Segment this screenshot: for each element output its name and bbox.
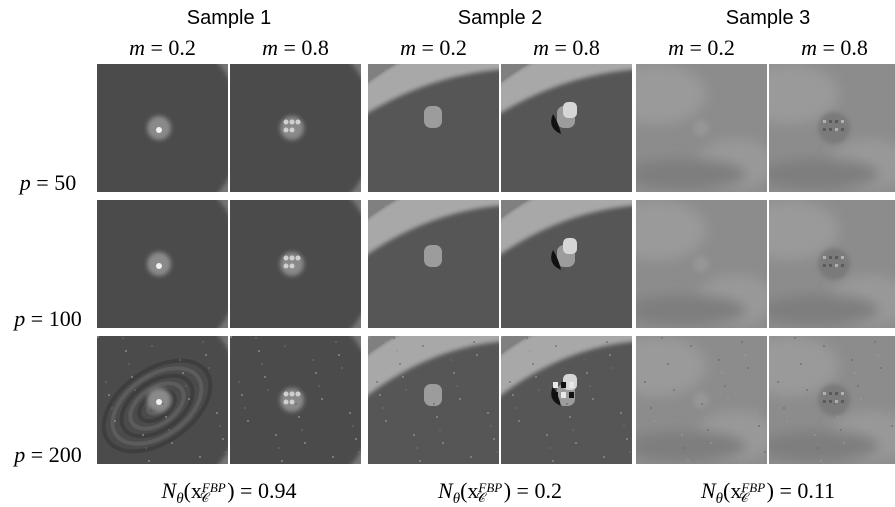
- image-panel: [769, 200, 895, 328]
- column-label: m = 0.2: [129, 35, 196, 60]
- formula-part: ) =: [227, 478, 258, 503]
- image-panel: [97, 200, 228, 328]
- sample-title: Sample 1: [187, 7, 272, 29]
- row-label: p = 50: [18, 170, 76, 195]
- formula-part: N: [437, 478, 454, 503]
- formula-part: 𝒞: [739, 490, 750, 505]
- image-panel: [636, 200, 767, 328]
- score-label: Nθ(xFBP 𝒞 ) = 0.2: [437, 478, 562, 507]
- column-label: m = 0.2: [400, 35, 467, 60]
- column-label: m = 0.8: [262, 35, 329, 60]
- formula-part: 0.11: [797, 478, 835, 503]
- formula-part: 𝒞: [200, 490, 211, 505]
- image-panel: [230, 336, 361, 464]
- formula-part: θ: [453, 491, 461, 507]
- image-panel: [368, 64, 499, 192]
- sample-title: Sample 3: [726, 7, 811, 29]
- formula-part: ) =: [767, 478, 798, 503]
- image-panel: [501, 336, 632, 464]
- score-label: Nθ(xFBP 𝒞 ) = 0.94: [161, 478, 297, 507]
- formula-part: ) =: [504, 478, 535, 503]
- row-label: p = 200: [12, 442, 81, 467]
- image-panel: [636, 64, 767, 192]
- image-panel: [501, 64, 632, 192]
- formula-part: θ: [716, 491, 724, 507]
- formula-part: 𝒞: [476, 490, 487, 505]
- formula-part: (x: [460, 478, 478, 503]
- formula-part: FBP: [740, 480, 765, 495]
- image-panel: [368, 200, 499, 328]
- image-panel: [230, 64, 361, 192]
- score-label: Nθ(xFBP 𝒞 ) = 0.11: [700, 478, 835, 507]
- image-panel: [97, 64, 228, 192]
- sample-title: Sample 2: [458, 7, 543, 29]
- image-panel: [368, 336, 499, 464]
- column-label: m = 0.8: [533, 35, 600, 60]
- column-label: m = 0.2: [668, 35, 735, 60]
- column-label: m = 0.8: [801, 35, 868, 60]
- image-panel: [97, 336, 228, 464]
- image-panel: [636, 336, 767, 464]
- formula-part: 0.94: [258, 478, 297, 503]
- formula-part: N: [700, 478, 717, 503]
- image-panel: [769, 336, 895, 464]
- formula-part: FBP: [201, 480, 226, 495]
- image-panel: [501, 200, 632, 328]
- image-panel: [769, 64, 895, 192]
- formula-part: N: [161, 478, 178, 503]
- row-label: p = 100: [12, 306, 81, 331]
- formula-part: (x: [723, 478, 741, 503]
- formula-part: θ: [176, 491, 184, 507]
- formula-part: FBP: [477, 480, 502, 495]
- image-panel: [230, 200, 361, 328]
- formula-part: 0.2: [534, 478, 562, 503]
- formula-part: (x: [184, 478, 202, 503]
